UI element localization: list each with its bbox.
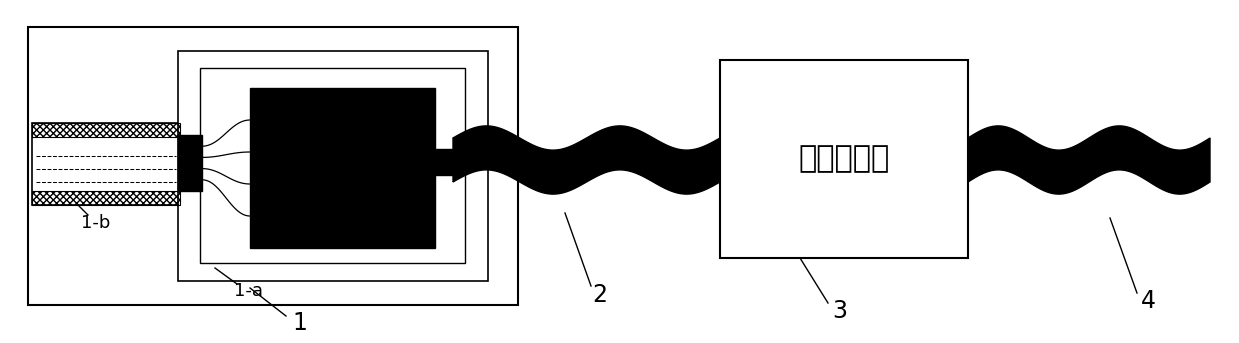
Text: 4: 4 bbox=[1141, 289, 1156, 313]
Bar bbox=[32, 123, 180, 137]
Text: 1: 1 bbox=[292, 311, 307, 335]
Text: 1-a: 1-a bbox=[233, 282, 263, 300]
Text: 变送放大器: 变送放大器 bbox=[798, 144, 890, 174]
Bar bbox=[250, 88, 435, 248]
Polygon shape bbox=[453, 126, 720, 194]
Bar bbox=[435, 149, 453, 175]
Polygon shape bbox=[968, 126, 1211, 194]
Bar bbox=[178, 51, 488, 281]
Text: 2: 2 bbox=[592, 283, 607, 307]
Text: 1-b: 1-b bbox=[82, 214, 110, 232]
Bar bbox=[28, 27, 518, 305]
Bar bbox=[32, 123, 180, 205]
Bar bbox=[28, 27, 518, 305]
Bar bbox=[178, 135, 202, 191]
Bar bbox=[199, 68, 465, 263]
Bar bbox=[32, 191, 180, 205]
Text: 3: 3 bbox=[833, 299, 847, 323]
Bar bbox=[720, 60, 968, 258]
